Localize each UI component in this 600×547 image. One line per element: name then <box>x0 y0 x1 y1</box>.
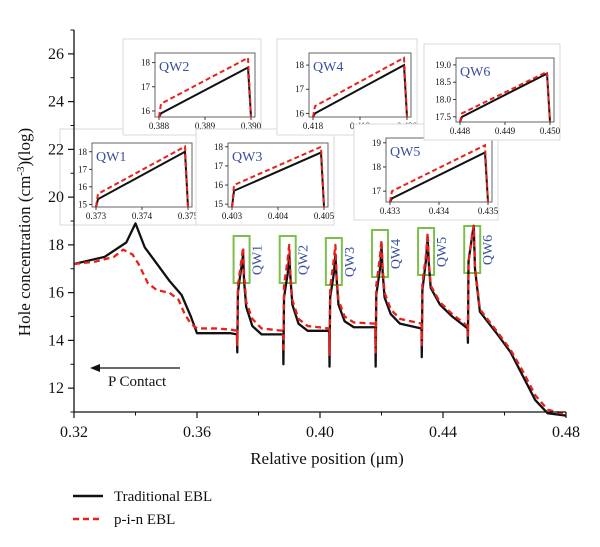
y-tick-label: 20 <box>48 189 64 206</box>
qw-highlight-box <box>370 229 389 278</box>
inset-y-tick-label: 18 <box>141 58 151 68</box>
inset-y-tick-label: 16 <box>295 108 305 118</box>
inset-x-tick-label: 0.374 <box>132 211 153 221</box>
inset-title: QW6 <box>460 65 490 80</box>
inset-x-tick-label: 0.404 <box>268 211 289 221</box>
y-tick-label: 18 <box>48 237 64 254</box>
inset-y-tick-label: 18 <box>295 60 305 70</box>
qw-highlight-box <box>278 235 297 284</box>
y-tick-label: 12 <box>48 380 64 397</box>
inset-y-tick-label: 17 <box>372 186 382 196</box>
qw-highlight-box <box>417 227 436 276</box>
inset-panel: 0.4180.4190.420161718QW4 <box>276 38 418 136</box>
qw-highlight-box <box>324 237 343 286</box>
qw-marker-label: QW1 <box>251 245 266 275</box>
inset-plot-frame <box>385 137 493 203</box>
inset-x-tick-label: 0.390 <box>241 121 262 131</box>
y-tick-label: 14 <box>48 332 64 349</box>
y-tick-label: 22 <box>48 141 64 158</box>
inset-x-tick-label: 0.418 <box>303 121 324 131</box>
inset-panels: 0.373 0.374 0.375 15 16 17 18 QW1 0.388 0.389 0.39… <box>59 38 561 226</box>
series-line-pin-ebl <box>73 224 567 416</box>
y-axis-title-superscript: -3 <box>15 166 27 176</box>
inset-y-tick-label: 18 <box>214 142 224 152</box>
inset-y-tick-label: 19 <box>372 138 382 148</box>
inset-panel: 0.373 0.374 0.375 15 16 17 18 QW1 <box>59 128 199 226</box>
inset-y-tick-label: 15 <box>214 199 224 209</box>
inset-y-tick-label: 19.0 <box>435 60 451 70</box>
x-tick-label: 0.36 <box>183 424 211 441</box>
inset-y-tick-label: 17 <box>214 161 224 171</box>
y-axis-title-main: Hole concentration (cm <box>15 176 34 337</box>
inset-x-tick-label: 0.373 <box>86 211 107 221</box>
inset-plot-frame <box>227 142 329 208</box>
inset-line-pin-ebl <box>459 70 551 123</box>
inset-y-tick-label: 17 <box>141 82 151 92</box>
y-axis-title-tail: )(log) <box>15 128 34 167</box>
p-contact-arrow-icon <box>90 364 100 372</box>
y-tick-label: 26 <box>48 46 64 63</box>
inset-title: QW1 <box>96 150 126 165</box>
inset-y-tick-label: 17.5 <box>435 112 451 122</box>
qw-marker-label: QW6 <box>481 235 496 265</box>
x-tick-label: 0.40 <box>306 424 334 441</box>
p-contact-label: P Contact <box>108 374 167 390</box>
inset-y-tick-label: 16 <box>141 106 151 116</box>
qw-marker-label: QW4 <box>389 239 404 269</box>
x-tick-label: 0.32 <box>60 424 88 441</box>
legend-label-traditional-ebl: Traditional EBL <box>114 489 212 505</box>
plot-axes: 0.32 0.36 0.40 0.44 0.48 12 14 16 18 20 22 24 26 <box>48 29 580 441</box>
qw-marker-label: QW5 <box>435 237 450 267</box>
inset-x-tick-label: 0.405 <box>314 211 335 221</box>
inset-x-tick-label: 0.403 <box>222 211 243 221</box>
inset-y-tick-label: 15 <box>78 199 88 209</box>
inset-panel: 0.403 0.404 0.405 15 16 17 18 QW3 <box>195 128 335 226</box>
y-tick-label: 16 <box>48 285 64 302</box>
inset-x-tick-label: 0.448 <box>450 126 471 136</box>
plot-series <box>73 222 567 417</box>
inset-y-tick-label: 18 <box>372 162 382 172</box>
inset-y-tick-label: 17 <box>78 164 88 174</box>
x-tick-label: 0.48 <box>552 424 580 441</box>
inset-y-tick-label: 16 <box>78 182 88 192</box>
qw-marker-label: QW2 <box>297 245 312 275</box>
inset-panel: 0.388 0.389 0.390 16 17 18 QW2 <box>122 38 262 136</box>
inset-x-tick-label: 0.433 <box>380 206 401 216</box>
inset-y-tick-label: 18 <box>78 147 88 157</box>
inset-x-tick-label: 0.389 <box>195 121 216 131</box>
inset-x-tick-label: 0.434 <box>429 206 450 216</box>
inset-x-tick-label: 0.375 <box>178 211 199 221</box>
inset-y-tick-label: 18.5 <box>435 77 451 87</box>
inset-x-tick-label: 0.449 <box>495 126 516 136</box>
inset-x-tick-label: 0.450 <box>540 126 561 136</box>
inset-title: QW2 <box>159 60 189 75</box>
qw-highlight-box <box>463 225 482 274</box>
x-tick-label: 0.44 <box>429 424 457 441</box>
inset-x-tick-label: 0.435 <box>478 206 499 216</box>
inset-line-pin-ebl <box>231 145 325 208</box>
legend-label-pin-ebl: p-i-n EBL <box>114 512 175 528</box>
qw-marker-label: QW3 <box>343 247 358 277</box>
inset-x-tick-label: 0.388 <box>149 121 170 131</box>
inset-title: QW5 <box>390 145 420 160</box>
y-axis-title: Hole concentration (cm-3)(log) <box>15 128 34 336</box>
x-axis-title: Relative position (μm) <box>250 449 404 468</box>
y-tick-label: 24 <box>48 94 64 111</box>
inset-panel: 0.448 0.449 0.450 17.5 18.0 18.5 19.0 QW6 <box>423 43 561 141</box>
qw-highlight-box <box>232 235 251 284</box>
legend: Traditional EBL p-i-n EBL <box>73 489 212 528</box>
p-contact-annotation: P Contact <box>90 364 180 390</box>
inset-title: QW3 <box>232 150 262 165</box>
qw-highlight-boxes: QW1 QW2 QW3 QW4 QW5 QW6 <box>232 225 496 286</box>
inset-y-tick-label: 16 <box>214 180 224 190</box>
inset-y-tick-label: 18.0 <box>435 95 451 105</box>
inset-y-tick-label: 17 <box>295 84 305 94</box>
inset-title: QW4 <box>313 60 343 75</box>
